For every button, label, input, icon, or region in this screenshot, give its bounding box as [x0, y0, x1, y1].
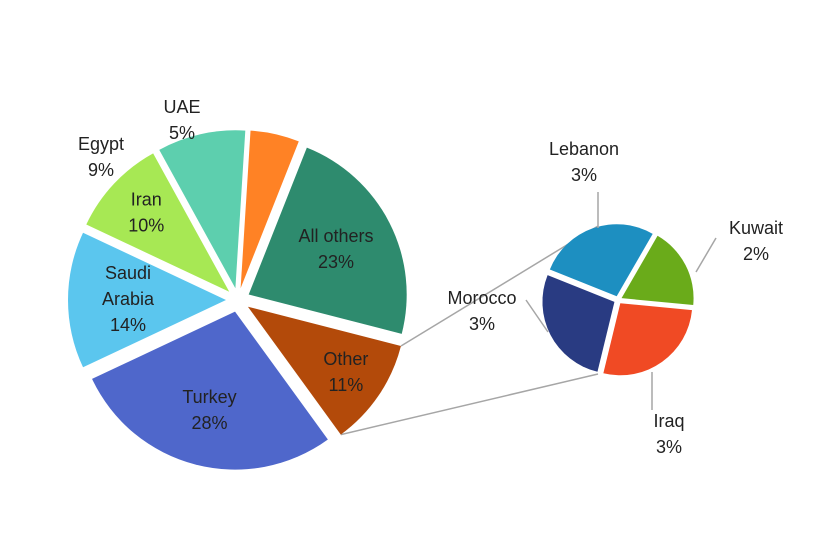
label-saudi-arabia-name: Arabia: [102, 289, 155, 309]
data-labels: All others 23% Other 11% Turkey 28% Saudi Arabi…: [78, 97, 783, 457]
label-all-others-value: 23%: [318, 252, 354, 272]
label-kuwait-value: 2%: [743, 244, 769, 264]
label-other-name: Other: [323, 349, 368, 369]
label-iran-value: 10%: [128, 216, 164, 236]
label-turkey-value: 28%: [191, 413, 227, 433]
leader-line-kuwait: [695, 237, 717, 273]
label-other-value: 11%: [329, 375, 364, 395]
label-lebanon-name: Lebanon: [549, 139, 619, 159]
label-kuwait-name: Kuwait: [729, 218, 783, 238]
secondary-slice-kuwait: [621, 235, 694, 306]
slice-uae: [240, 130, 299, 289]
label-morocco-value: 3%: [469, 314, 495, 334]
slice-all-others: [248, 147, 407, 334]
slice-egypt: [159, 130, 246, 289]
label-uae-name: UAE: [163, 97, 200, 117]
label-turkey-name: Turkey: [182, 387, 236, 407]
label-egypt-name: Egypt: [78, 134, 124, 154]
slice-turkey: [92, 311, 328, 470]
label-iraq-name: Iraq: [653, 411, 684, 431]
secondary-slice-lebanon: [549, 224, 653, 297]
secondary-pie: [542, 224, 694, 376]
connector-line-bottom: [340, 373, 599, 436]
label-saudi-arabia-name: Saudi: [105, 263, 151, 283]
label-all-others-name: All others: [298, 226, 373, 246]
slice-other: [247, 306, 401, 435]
secondary-slice-morocco: [542, 275, 615, 372]
secondary-slice-iraq: [603, 303, 692, 376]
leader-lines: [525, 192, 717, 410]
label-morocco-name: Morocco: [447, 288, 516, 308]
label-saudi-arabia-value: 14%: [110, 315, 146, 335]
label-iran-name: Iran: [131, 190, 162, 210]
slice-iran: [86, 153, 230, 292]
label-lebanon-value: 3%: [571, 165, 597, 185]
main-pie: [68, 130, 407, 470]
label-egypt-value: 9%: [88, 160, 114, 180]
label-uae-value: 5%: [169, 123, 195, 143]
leader-line-morocco: [525, 299, 549, 333]
slice-saudi-arabia: [68, 232, 226, 368]
label-iraq-value: 3%: [656, 437, 682, 457]
